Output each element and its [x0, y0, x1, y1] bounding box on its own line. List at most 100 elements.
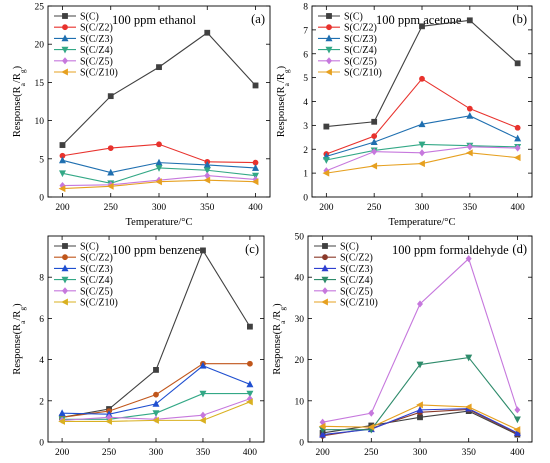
y-tick-label: 3 — [303, 122, 308, 132]
series-3 — [58, 165, 260, 188]
x-tick-label: 400 — [243, 448, 258, 458]
legend-label: S(C/Z2) — [80, 23, 113, 34]
data-point — [464, 403, 472, 411]
data-point — [246, 390, 254, 398]
data-point — [466, 143, 473, 151]
x-tick-label: 200 — [319, 203, 334, 213]
data-point — [156, 64, 162, 71]
y-axis-title-main: Response(R — [12, 324, 23, 375]
series-4 — [319, 255, 521, 426]
y-axis-title-sub-a: a — [282, 82, 291, 86]
data-point — [371, 118, 378, 125]
y-axis-title: Response(Ra/Rg) — [12, 65, 27, 137]
legend-label: S(C/Z5) — [80, 56, 113, 67]
data-point — [199, 390, 207, 398]
legend-label: S(C/Z2) — [344, 23, 377, 34]
data-point — [513, 416, 521, 424]
data-point — [416, 401, 423, 409]
legend-label: S(C/Z10) — [344, 68, 382, 79]
y-axis-title: Response(Ra/Rg) — [276, 65, 291, 137]
data-point — [322, 157, 330, 164]
legend-label: S(C/Z4) — [80, 45, 113, 56]
y-tick-label: 50 — [295, 233, 305, 243]
series-2 — [58, 361, 254, 418]
data-point — [319, 430, 327, 438]
y-tick-label: 0 — [39, 194, 44, 204]
data-point — [204, 29, 211, 36]
y-axis-title-sub-a: a — [278, 320, 287, 324]
y-axis-title-end: ) — [276, 65, 287, 69]
legend-swatch-marker — [62, 243, 68, 249]
panel-annotation: 100 ppm acetone — [376, 13, 462, 27]
legend-swatch-marker — [61, 34, 69, 42]
legend-swatch-marker — [326, 13, 332, 19]
x-tick-label: 300 — [413, 448, 428, 458]
data-point — [155, 165, 163, 172]
series-2 — [319, 404, 521, 438]
data-point — [107, 145, 114, 152]
legend-label: S(C/Z4) — [340, 275, 373, 286]
y-axis-title: Response(Ra/Rg) — [272, 303, 287, 375]
legend-label: S(C/Z2) — [80, 253, 113, 264]
series-2 — [322, 111, 522, 160]
data-point — [58, 409, 66, 417]
data-point — [59, 142, 66, 148]
y-tick-label: 5 — [39, 155, 44, 165]
data-point — [153, 391, 159, 398]
y-axis-title-mid: /R — [272, 311, 283, 321]
x-tick-label: 200 — [55, 203, 70, 213]
legend-swatch-marker — [61, 264, 69, 272]
data-point — [203, 176, 211, 184]
y-axis-title-mid: /R — [276, 73, 287, 83]
data-point — [514, 406, 521, 414]
x-tick-label: 400 — [511, 203, 526, 213]
data-point — [370, 138, 378, 145]
y-tick-label: 0 — [303, 194, 308, 204]
legend-swatch-marker — [62, 24, 68, 31]
panel-annotation: 100 ppm benzene — [112, 243, 201, 257]
y-tick-label: 2 — [39, 397, 44, 407]
data-point — [246, 380, 254, 388]
data-point — [513, 154, 521, 162]
data-point — [466, 105, 473, 112]
data-point — [252, 164, 260, 171]
data-point — [203, 167, 211, 175]
legend-label: S(C/Z3) — [80, 34, 113, 45]
data-point — [199, 411, 206, 419]
y-axis-title-sub-g: g — [18, 307, 27, 311]
data-point — [419, 75, 425, 82]
series-line — [62, 365, 251, 415]
legend-swatch-marker — [322, 287, 328, 295]
y-tick-label: 8 — [39, 274, 44, 284]
legend-swatch-marker — [326, 24, 332, 31]
data-point — [156, 141, 162, 148]
data-point — [371, 148, 378, 156]
panel-label: (c) — [245, 242, 259, 256]
panel-annotation: 100 ppm formaldehyde — [392, 243, 509, 257]
y-tick-label: 6 — [39, 315, 44, 325]
y-tick-label: 2 — [303, 146, 308, 156]
data-point — [58, 170, 66, 178]
data-point — [419, 149, 425, 157]
series-0 — [323, 17, 521, 130]
y-tick-label: 6 — [303, 50, 308, 60]
data-point — [418, 120, 426, 128]
x-tick-label: 350 — [200, 203, 215, 213]
y-axis-title-sub-a: a — [18, 82, 27, 86]
panel-label: (b) — [512, 12, 527, 26]
x-tick-label: 400 — [248, 203, 263, 213]
legend-swatch-marker — [325, 34, 333, 42]
legend-swatch-marker — [325, 46, 333, 54]
y-axis-title-mid: /R — [12, 311, 23, 321]
data-point — [514, 144, 521, 152]
legend-label: S(C/Z4) — [80, 275, 113, 286]
data-point — [199, 361, 207, 369]
data-point — [466, 17, 473, 24]
data-point — [152, 400, 160, 407]
data-point — [247, 323, 253, 330]
legend: S(C)S(C/Z2)S(C/Z3)S(C/Z4)S(C/Z5)S(C/Z10) — [314, 242, 378, 309]
series-4 — [323, 143, 521, 175]
legend-label: S(C/Z5) — [80, 286, 113, 297]
data-point — [58, 417, 65, 425]
